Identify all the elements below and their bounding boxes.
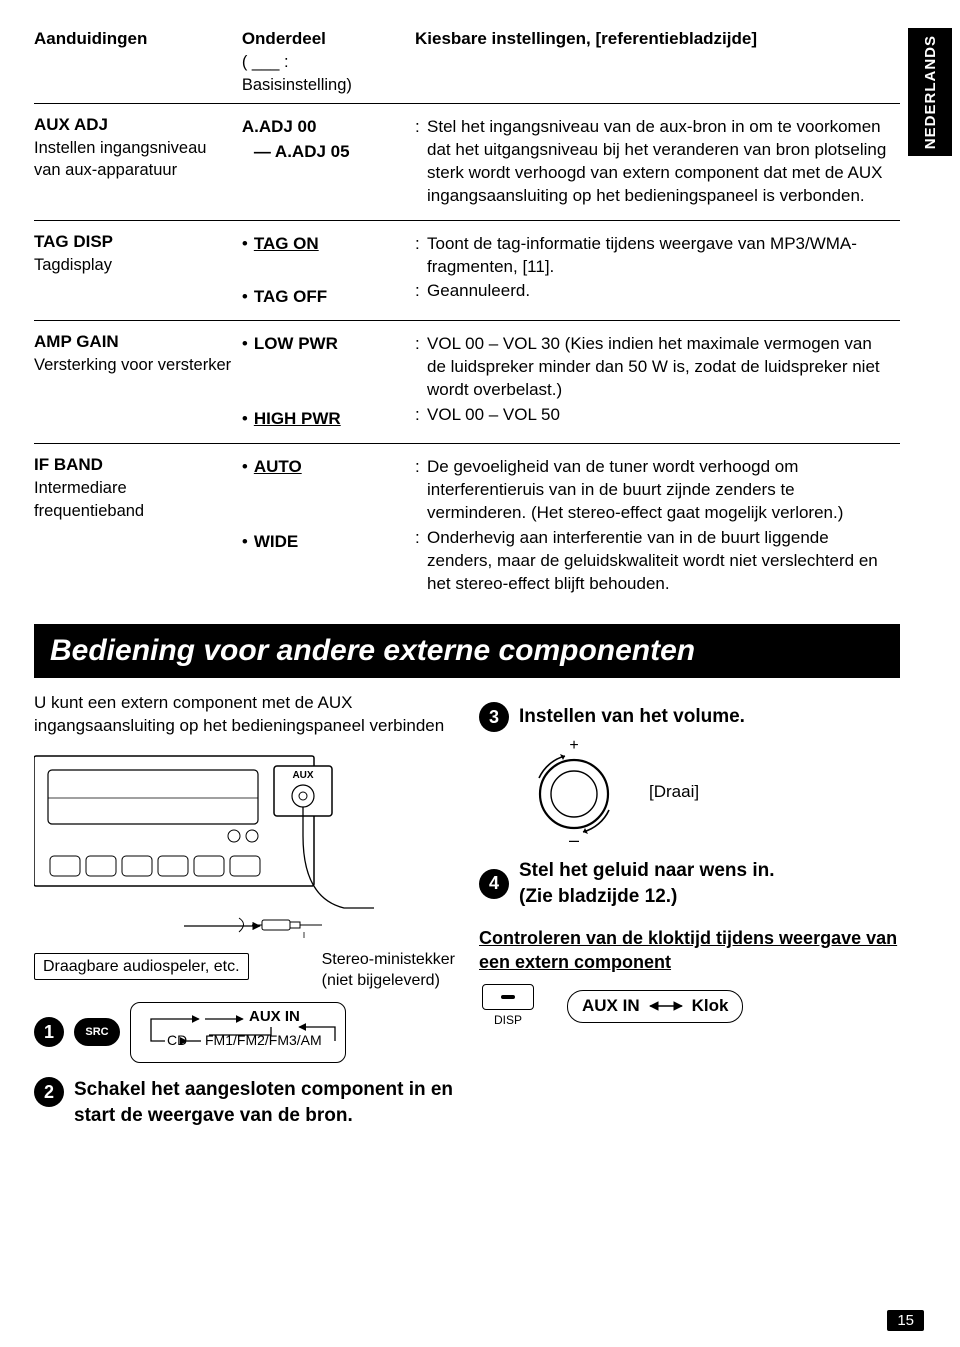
step-3-badge: 3	[479, 702, 509, 732]
double-arrow-icon	[646, 999, 686, 1013]
setting-name: AUX ADJ	[34, 114, 232, 137]
portable-player-label: Draagbare audiospeler, etc.	[34, 953, 249, 981]
setting-description: :VOL 00 – VOL 30 (Kies indien het maxima…	[415, 333, 890, 402]
table-row: AUX ADJInstellen ingangsniveau van aux-a…	[34, 103, 900, 220]
src-button[interactable]: SRC	[74, 1018, 120, 1046]
setting-sub: Versterking voor versterker	[34, 354, 232, 376]
step-2-text: Schakel het aangesloten component in en …	[74, 1077, 455, 1128]
knob-hint: [Draai]	[649, 781, 699, 804]
setting-option: •HIGH PWR	[242, 408, 405, 431]
flow-aux-in: AUX IN	[249, 1008, 300, 1025]
miniplug-label: Stereo-ministekker	[322, 949, 455, 971]
mini-plug-icon	[239, 918, 322, 932]
language-tab: NEDERLANDS	[908, 28, 952, 156]
setting-name: AMP GAIN	[34, 331, 232, 354]
setting-description: :Onderhevig aan interferentie van in de …	[415, 527, 890, 596]
svg-text:–: –	[569, 830, 579, 848]
setting-sub: Tagdisplay	[34, 254, 232, 276]
step-1-badge: 1	[34, 1017, 64, 1047]
setting-description: :De gevoeligheid van de tuner wordt verh…	[415, 456, 890, 525]
table-header-settings: Kiesbare instellingen, [referentiebladzi…	[415, 24, 900, 103]
setting-name: IF BAND	[34, 454, 232, 477]
step-4-line1: Stel het geluid naar wens in.	[519, 858, 775, 884]
miniplug-note: (niet bijgeleverd)	[322, 970, 455, 992]
flow-fm: FM1/FM2/FM3/AM	[205, 1032, 322, 1048]
display-toggle-pill: AUX IN Klok	[567, 990, 743, 1023]
section-title: Bediening voor andere externe componente…	[34, 624, 900, 678]
setting-sub: Instellen ingangsniveau van aux-apparatu…	[34, 137, 232, 182]
table-header-item: Onderdeel ( ___ : Basisinstelling)	[242, 24, 415, 103]
head-unit-illustration: AUX	[34, 748, 414, 938]
disp-button[interactable]: DISP	[479, 984, 537, 1028]
intro-text: U kunt een extern component met de AUX i…	[34, 692, 455, 738]
step-2-badge: 2	[34, 1077, 64, 1107]
language-tab-label: NEDERLANDS	[922, 35, 939, 149]
setting-option: •WIDE	[242, 531, 405, 554]
source-cycle-diagram: AUX IN CD FM1/FM2/FM3/AM	[130, 1002, 346, 1063]
setting-description: :Geannuleerd.	[415, 280, 890, 303]
setting-description: :VOL 00 – VOL 50	[415, 404, 890, 427]
settings-table: Aanduidingen Onderdeel ( ___ : Basisinst…	[34, 24, 900, 608]
setting-sub: Intermediare frequentieband	[34, 477, 232, 522]
setting-option: A.ADJ 00	[242, 116, 405, 139]
setting-name: TAG DISP	[34, 231, 232, 254]
page-number: 15	[887, 1310, 924, 1331]
setting-option: •LOW PWR	[242, 333, 405, 356]
table-row: AMP GAINVersterking voor versterker •LOW …	[34, 321, 900, 444]
setting-option: •AUTO	[242, 456, 405, 479]
step-3-title: Instellen van het volume.	[519, 704, 745, 730]
setting-description: :Toont de tag-informatie tijdens weergav…	[415, 233, 890, 279]
step-4-badge: 4	[479, 869, 509, 899]
setting-option: •TAG ON	[242, 233, 405, 256]
step-4-line2: (Zie bladzijde 12.)	[519, 884, 775, 910]
flow-cd: CD	[167, 1032, 187, 1048]
clock-check-title: Controleren van de kloktijd tijdens weer…	[479, 927, 900, 974]
aux-port-label: AUX	[292, 770, 313, 781]
volume-knob-icon: + –	[519, 738, 629, 848]
setting-option: •TAG OFF	[242, 286, 405, 309]
table-header-indications: Aanduidingen	[34, 24, 242, 103]
table-row: TAG DISPTagdisplay •TAG ON •TAG OFF :Toont …	[34, 220, 900, 321]
setting-option: — A.ADJ 05	[242, 141, 405, 164]
table-row: IF BANDIntermediare frequentieband •AUTO •…	[34, 444, 900, 608]
svg-text:+: +	[569, 738, 578, 754]
setting-description: :Stel het ingangsniveau van de aux-bron …	[415, 116, 890, 208]
